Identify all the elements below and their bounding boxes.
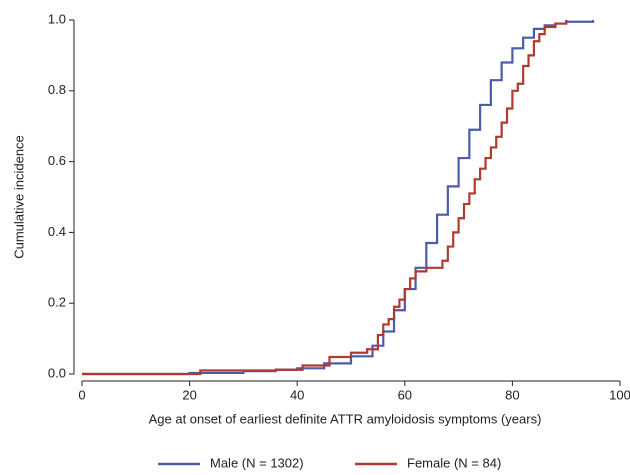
x-tick-label: 60 (398, 387, 412, 402)
y-tick-label: 0.0 (48, 365, 66, 380)
y-axis-label: Cumulative incidence (11, 135, 26, 259)
x-tick-label: 100 (609, 387, 630, 402)
x-tick-label: 40 (290, 387, 304, 402)
y-tick-label: 0.2 (48, 295, 66, 310)
legend-label: Female (N = 84) (407, 455, 501, 470)
y-tick-label: 0.8 (48, 82, 66, 97)
y-tick-label: 0.6 (48, 153, 66, 168)
step-line (82, 20, 595, 376)
legend-label: Male (N = 1302) (210, 455, 304, 470)
x-tick-label: 0 (78, 387, 85, 402)
x-tick-label: 80 (505, 387, 519, 402)
y-tick-label: 0.4 (48, 224, 66, 239)
y-tick-label: 1.0 (48, 11, 66, 26)
x-tick-label: 20 (182, 387, 196, 402)
step-line (82, 20, 568, 376)
x-axis-label: Age at onset of earliest definite ATTR a… (149, 411, 542, 426)
